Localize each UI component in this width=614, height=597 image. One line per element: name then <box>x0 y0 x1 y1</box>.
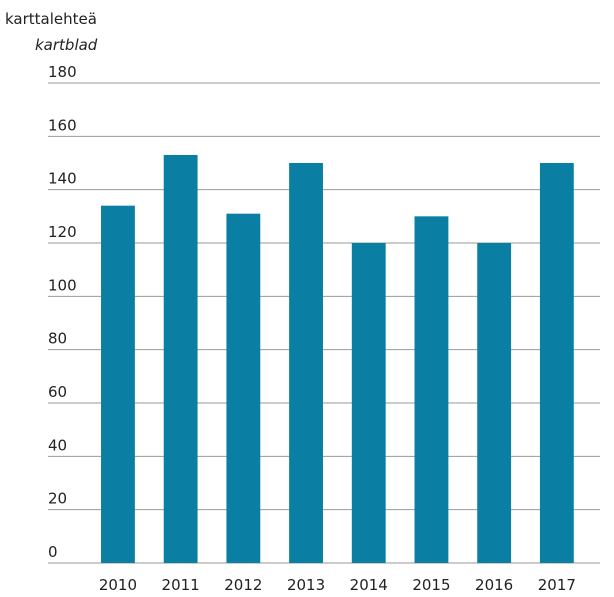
x-tick-label: 2015 <box>412 576 450 594</box>
bar <box>351 243 386 563</box>
bar <box>414 216 449 564</box>
y-tick-label: 20 <box>48 490 67 508</box>
y-tick-label: 100 <box>48 276 77 294</box>
y-tick-label: 40 <box>48 436 67 454</box>
bar <box>477 243 512 563</box>
y-tick-label: 180 <box>48 63 77 81</box>
chart-subtitle: kartblad <box>35 36 98 54</box>
y-tick-label: 140 <box>48 170 77 188</box>
chart-title: karttalehteä <box>5 10 97 28</box>
y-tick-label: 120 <box>48 223 77 241</box>
y-tick-label: 80 <box>48 330 67 348</box>
x-tick-label: 2010 <box>99 576 137 594</box>
bar <box>226 213 261 563</box>
x-tick-label: 2011 <box>162 576 200 594</box>
x-tick-label: 2017 <box>538 576 576 594</box>
y-tick-label: 0 <box>48 543 58 561</box>
x-tick-label: 2012 <box>224 576 262 594</box>
x-tick-label: 2016 <box>475 576 513 594</box>
y-tick-label: 60 <box>48 383 67 401</box>
bar <box>539 163 574 563</box>
bar <box>163 155 198 563</box>
y-tick-label: 160 <box>48 116 77 134</box>
bar <box>101 205 135 563</box>
bar <box>289 163 323 563</box>
x-tick-label: 2013 <box>287 576 325 594</box>
x-tick-label: 2014 <box>350 576 388 594</box>
